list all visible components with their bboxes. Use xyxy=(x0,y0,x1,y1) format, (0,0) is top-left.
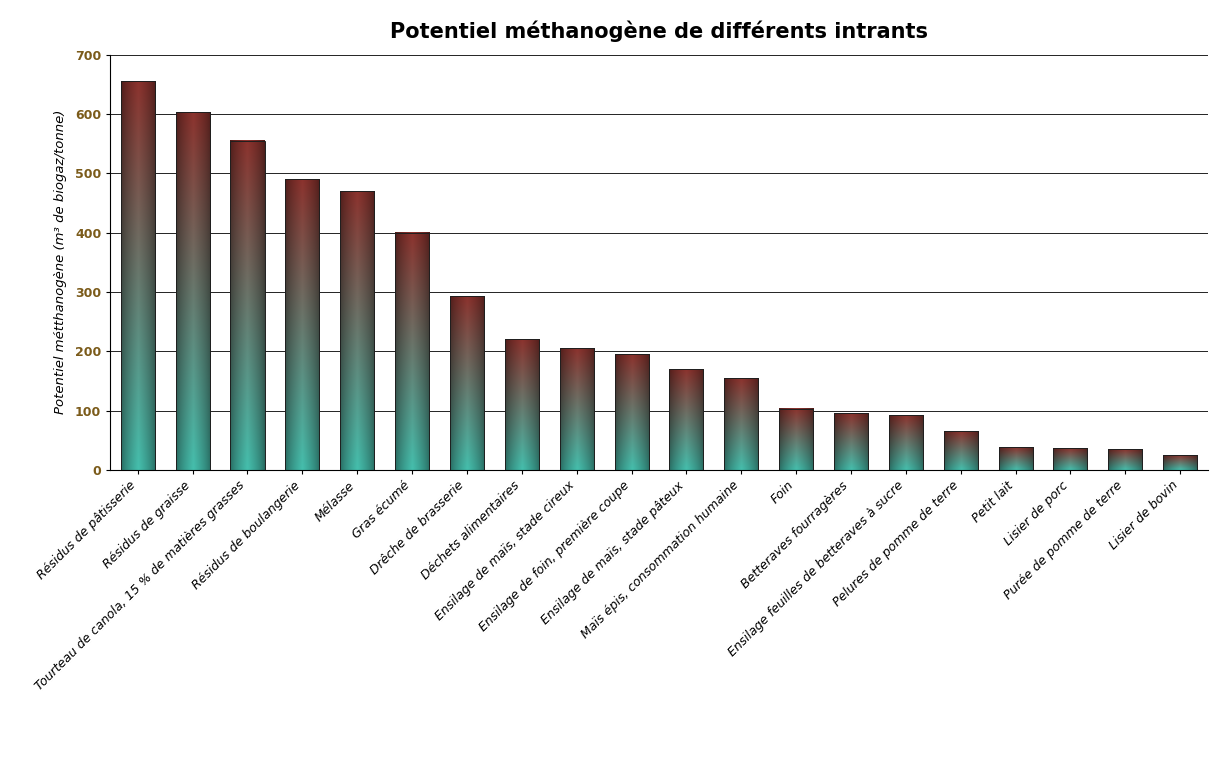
Title: Potentiel méthanogène de différents intrants: Potentiel méthanogène de différents intr… xyxy=(390,20,928,42)
Bar xyxy=(230,141,265,470)
Bar xyxy=(834,413,868,470)
Bar xyxy=(669,369,704,470)
Bar xyxy=(614,354,649,470)
Bar xyxy=(889,415,923,470)
Bar xyxy=(725,378,758,470)
Bar xyxy=(1108,449,1143,470)
Bar xyxy=(286,179,319,470)
Bar xyxy=(450,296,484,470)
Bar xyxy=(944,431,977,470)
Bar xyxy=(999,447,1032,470)
Bar xyxy=(395,233,429,470)
Bar xyxy=(121,81,154,470)
Bar xyxy=(1053,448,1087,470)
Bar xyxy=(505,339,538,470)
Bar xyxy=(341,191,374,470)
Y-axis label: Potentiel métthanogène (m³ de biogaz/tonne): Potentiel métthanogène (m³ de biogaz/ton… xyxy=(54,110,66,414)
Bar xyxy=(780,409,813,470)
Bar xyxy=(1163,455,1197,470)
Bar xyxy=(175,112,210,470)
Bar xyxy=(560,348,593,470)
